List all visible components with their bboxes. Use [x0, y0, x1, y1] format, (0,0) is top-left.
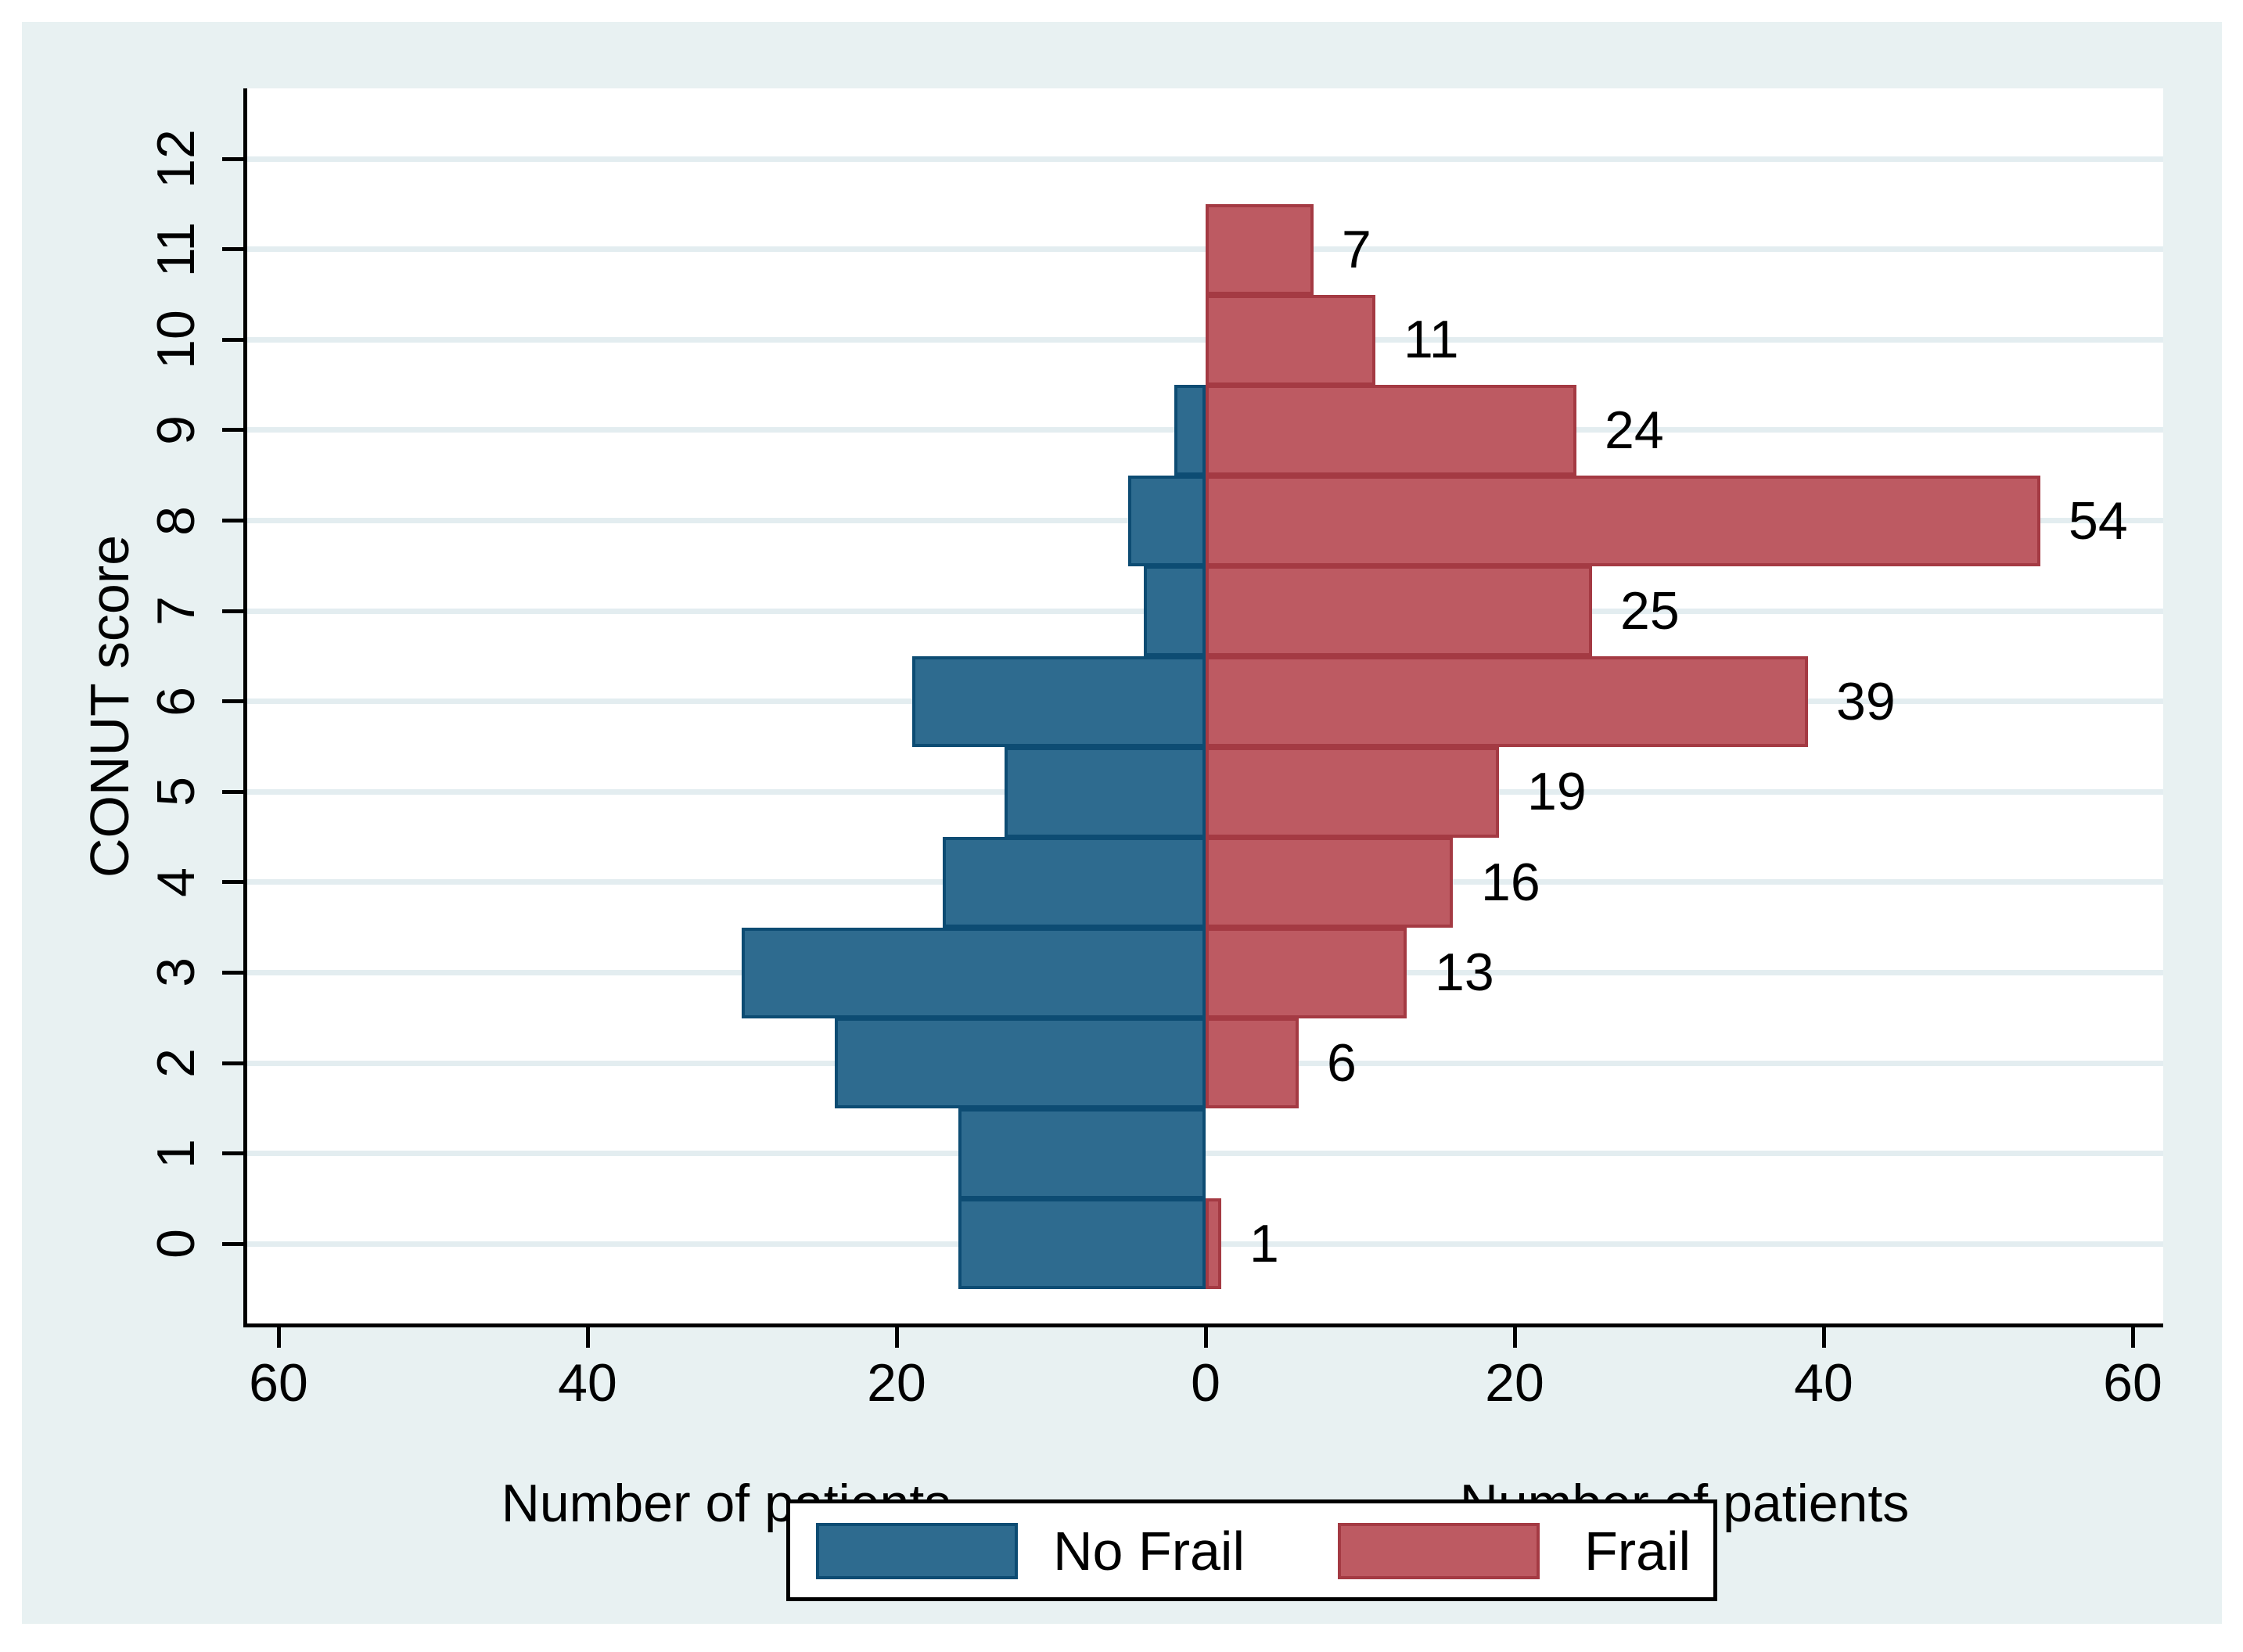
legend-label-frail: Frail	[1584, 1521, 1691, 1582]
x-tick-label: 20	[1485, 1353, 1544, 1413]
bar-no-frail	[1144, 566, 1206, 656]
y-tick	[222, 519, 243, 523]
bar-no-frail	[958, 1198, 1206, 1289]
bar-frail	[1206, 385, 1576, 476]
bar-value-label: 11	[1404, 310, 1459, 369]
y-tick	[222, 247, 243, 251]
bar-value-label: 54	[2069, 491, 2128, 551]
y-tick	[222, 1151, 243, 1155]
x-axis-line	[243, 1323, 2163, 1327]
bar-frail	[1206, 295, 1375, 386]
x-tick-label: 40	[1794, 1353, 1853, 1413]
gridline	[247, 246, 2163, 252]
bar-frail	[1206, 747, 1499, 838]
x-tick-label: 20	[867, 1353, 926, 1413]
y-tick-label: 11	[146, 221, 206, 278]
y-tick	[222, 699, 243, 703]
bar-frail	[1206, 204, 1314, 295]
y-tick	[222, 338, 243, 342]
y-axis-title: CONUT score	[79, 534, 140, 878]
x-tick	[895, 1327, 899, 1348]
x-tick	[277, 1327, 281, 1348]
bar-value-label: 6	[1327, 1033, 1357, 1093]
bar-frail	[1206, 566, 1592, 656]
bar-value-label: 16	[1481, 853, 1540, 912]
y-tick-label: 9	[146, 415, 206, 445]
y-tick	[222, 790, 243, 794]
y-tick-label: 6	[146, 687, 206, 716]
bar-no-frail	[1174, 385, 1206, 476]
y-tick-label: 5	[146, 777, 206, 806]
y-tick-label: 12	[146, 129, 206, 189]
y-tick-label: 3	[146, 957, 206, 987]
bar-value-label: 1	[1249, 1214, 1279, 1273]
y-tick	[222, 1061, 243, 1065]
y-tick-label: 7	[146, 596, 206, 626]
bar-value-label: 24	[1605, 400, 1664, 460]
y-tick	[222, 609, 243, 613]
y-tick	[222, 157, 243, 161]
y-tick	[222, 971, 243, 975]
gridline	[247, 156, 2163, 162]
gridline	[247, 337, 2163, 343]
bar-no-frail	[958, 1108, 1206, 1199]
bar-no-frail	[1128, 476, 1206, 566]
x-tick-label: 0	[1191, 1353, 1220, 1413]
legend-swatch-frail	[1338, 1523, 1540, 1579]
bar-frail	[1206, 476, 2040, 566]
bar-no-frail	[943, 837, 1206, 928]
bar-value-label: 39	[1836, 672, 1896, 731]
y-tick-label: 0	[146, 1229, 206, 1259]
bar-frail	[1206, 656, 1808, 747]
y-tick-label: 8	[146, 506, 206, 536]
legend-label-no-frail: No Frail	[1053, 1521, 1246, 1582]
y-tick	[222, 1242, 243, 1246]
y-tick-label: 1	[146, 1139, 206, 1169]
y-tick	[222, 428, 243, 432]
y-tick-label: 2	[146, 1048, 206, 1078]
bar-no-frail	[835, 1018, 1206, 1108]
x-tick	[586, 1327, 590, 1348]
x-tick-label: 60	[249, 1353, 308, 1413]
x-tick-label: 60	[2103, 1353, 2162, 1413]
x-tick	[1204, 1327, 1208, 1348]
x-tick	[1513, 1327, 1517, 1348]
bar-value-label: 25	[1620, 581, 1680, 641]
bar-no-frail	[1005, 747, 1206, 838]
bar-no-frail	[912, 656, 1206, 747]
y-axis-line	[243, 88, 247, 1327]
bar-value-label: 7	[1342, 220, 1371, 279]
x-tick-label: 40	[558, 1353, 617, 1413]
legend: No Frail Frail	[786, 1499, 1717, 1601]
bar-no-frail	[742, 928, 1206, 1018]
bar-value-label: 13	[1435, 943, 1494, 1002]
bar-frail	[1206, 837, 1453, 928]
y-tick-label: 4	[146, 867, 206, 897]
bar-frail	[1206, 1018, 1299, 1108]
bar-value-label: 19	[1527, 762, 1587, 821]
y-tick	[222, 880, 243, 884]
bar-frail	[1206, 1198, 1221, 1289]
x-tick	[1822, 1327, 1826, 1348]
bar-frail	[1206, 928, 1407, 1018]
y-tick-label: 10	[146, 310, 206, 369]
legend-swatch-no-frail	[816, 1523, 1018, 1579]
x-tick	[2131, 1327, 2135, 1348]
